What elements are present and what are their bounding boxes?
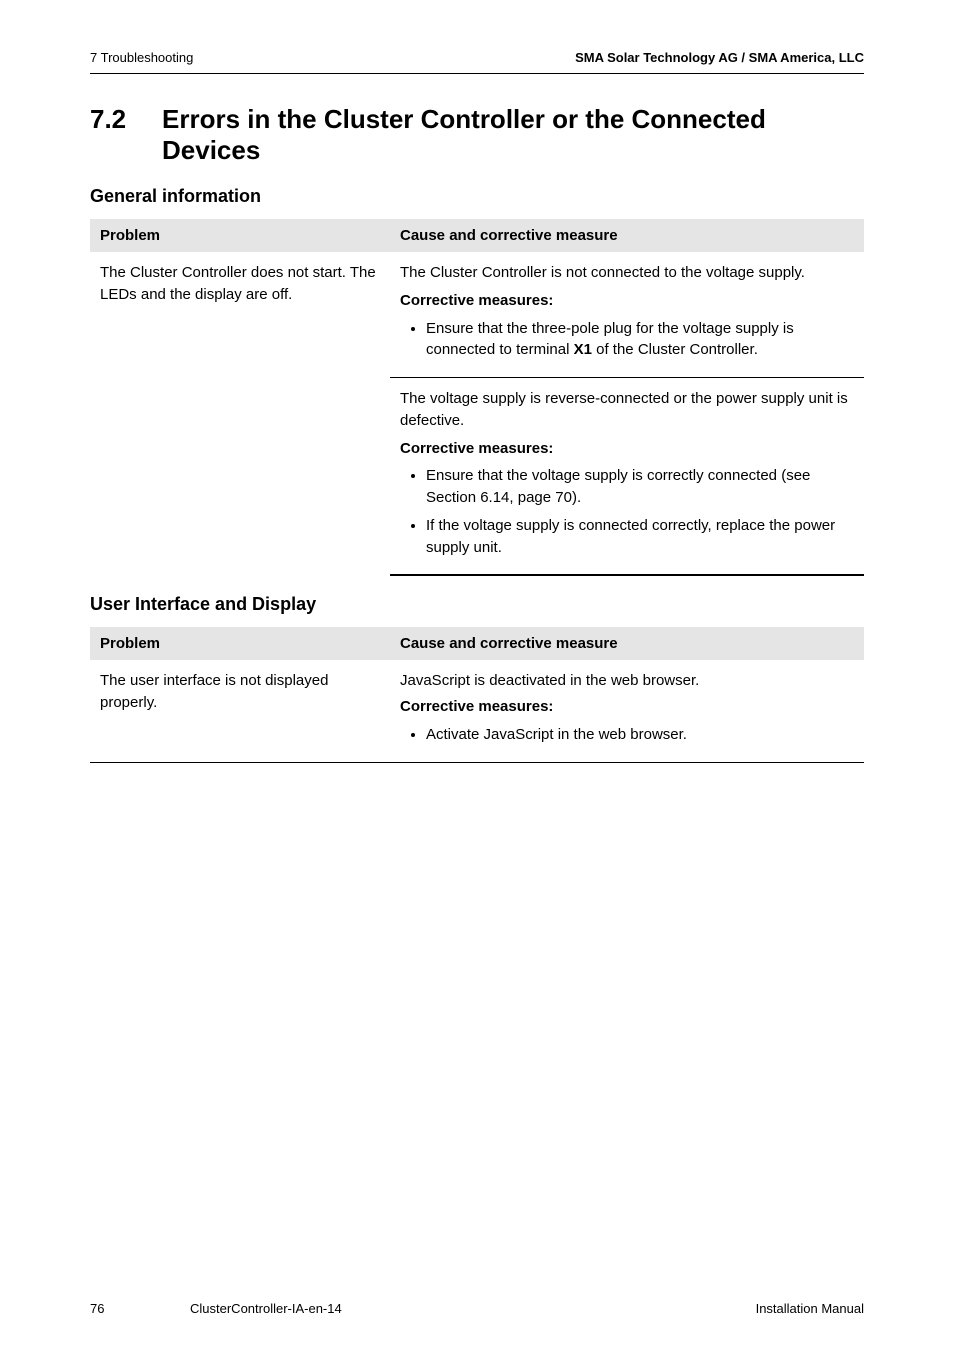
list-item: Ensure that the voltage supply is correc…: [426, 465, 854, 509]
col-problem-header: Problem: [90, 219, 390, 252]
bullet-list: Activate JavaScript in the web browser.: [400, 724, 854, 746]
list-item: Ensure that the three-pole plug for the …: [426, 318, 854, 362]
cause-cell-1: The Cluster Controller is not connected …: [390, 252, 864, 378]
bullet-list: Ensure that the voltage supply is correc…: [400, 465, 854, 558]
list-item: Activate JavaScript in the web browser.: [426, 724, 854, 746]
table-header-row: Problem Cause and corrective measure: [90, 627, 864, 660]
page-footer: 76 ClusterController-IA-en-14 Installati…: [90, 1301, 864, 1316]
manual-label: Installation Manual: [756, 1301, 864, 1316]
section-title: 7.2 Errors in the Cluster Controller or …: [90, 104, 864, 166]
cause-cell: JavaScript is deactivated in the web bro…: [390, 660, 864, 762]
col-cause-header: Cause and corrective measure: [390, 627, 864, 660]
problem-cell: The Cluster Controller does not start. T…: [90, 252, 390, 575]
header-left: 7 Troubleshooting: [90, 50, 193, 65]
corrective-label: Corrective measures:: [400, 438, 854, 460]
cause-text: JavaScript is deactivated in the web bro…: [400, 670, 854, 692]
problem-cell: The user interface is not displayed prop…: [90, 660, 390, 762]
ui-table: Problem Cause and corrective measure The…: [90, 627, 864, 762]
section-number: 7.2: [90, 104, 162, 166]
corrective-label: Corrective measures:: [400, 696, 854, 718]
general-heading: General information: [90, 186, 864, 207]
col-problem-header: Problem: [90, 627, 390, 660]
section-text: Errors in the Cluster Controller or the …: [162, 104, 864, 166]
corrective-label: Corrective measures:: [400, 290, 854, 312]
page: 7 Troubleshooting SMA Solar Technology A…: [0, 0, 954, 1354]
bullet-tail: of the Cluster Controller.: [592, 341, 758, 358]
page-number: 76: [90, 1301, 150, 1316]
table-header-row: Problem Cause and corrective measure: [90, 219, 864, 252]
ui-heading: User Interface and Display: [90, 594, 864, 615]
bullet-bold: X1: [574, 341, 592, 358]
general-table: Problem Cause and corrective measure The…: [90, 219, 864, 576]
cause-text: The voltage supply is reverse-connected …: [400, 388, 854, 432]
table-row: The Cluster Controller does not start. T…: [90, 252, 864, 378]
list-item: If the voltage supply is connected corre…: [426, 515, 854, 559]
bullet-list: Ensure that the three-pole plug for the …: [400, 318, 854, 362]
cause-cell-2: The voltage supply is reverse-connected …: [390, 378, 864, 576]
page-header: 7 Troubleshooting SMA Solar Technology A…: [90, 50, 864, 74]
header-right: SMA Solar Technology AG / SMA America, L…: [575, 50, 864, 65]
table-row: The user interface is not displayed prop…: [90, 660, 864, 762]
doc-id: ClusterController-IA-en-14: [150, 1301, 756, 1316]
cause-text: The Cluster Controller is not connected …: [400, 262, 854, 284]
col-cause-header: Cause and corrective measure: [390, 219, 864, 252]
